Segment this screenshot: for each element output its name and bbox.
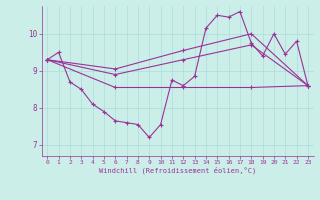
X-axis label: Windchill (Refroidissement éolien,°C): Windchill (Refroidissement éolien,°C) bbox=[99, 167, 256, 174]
